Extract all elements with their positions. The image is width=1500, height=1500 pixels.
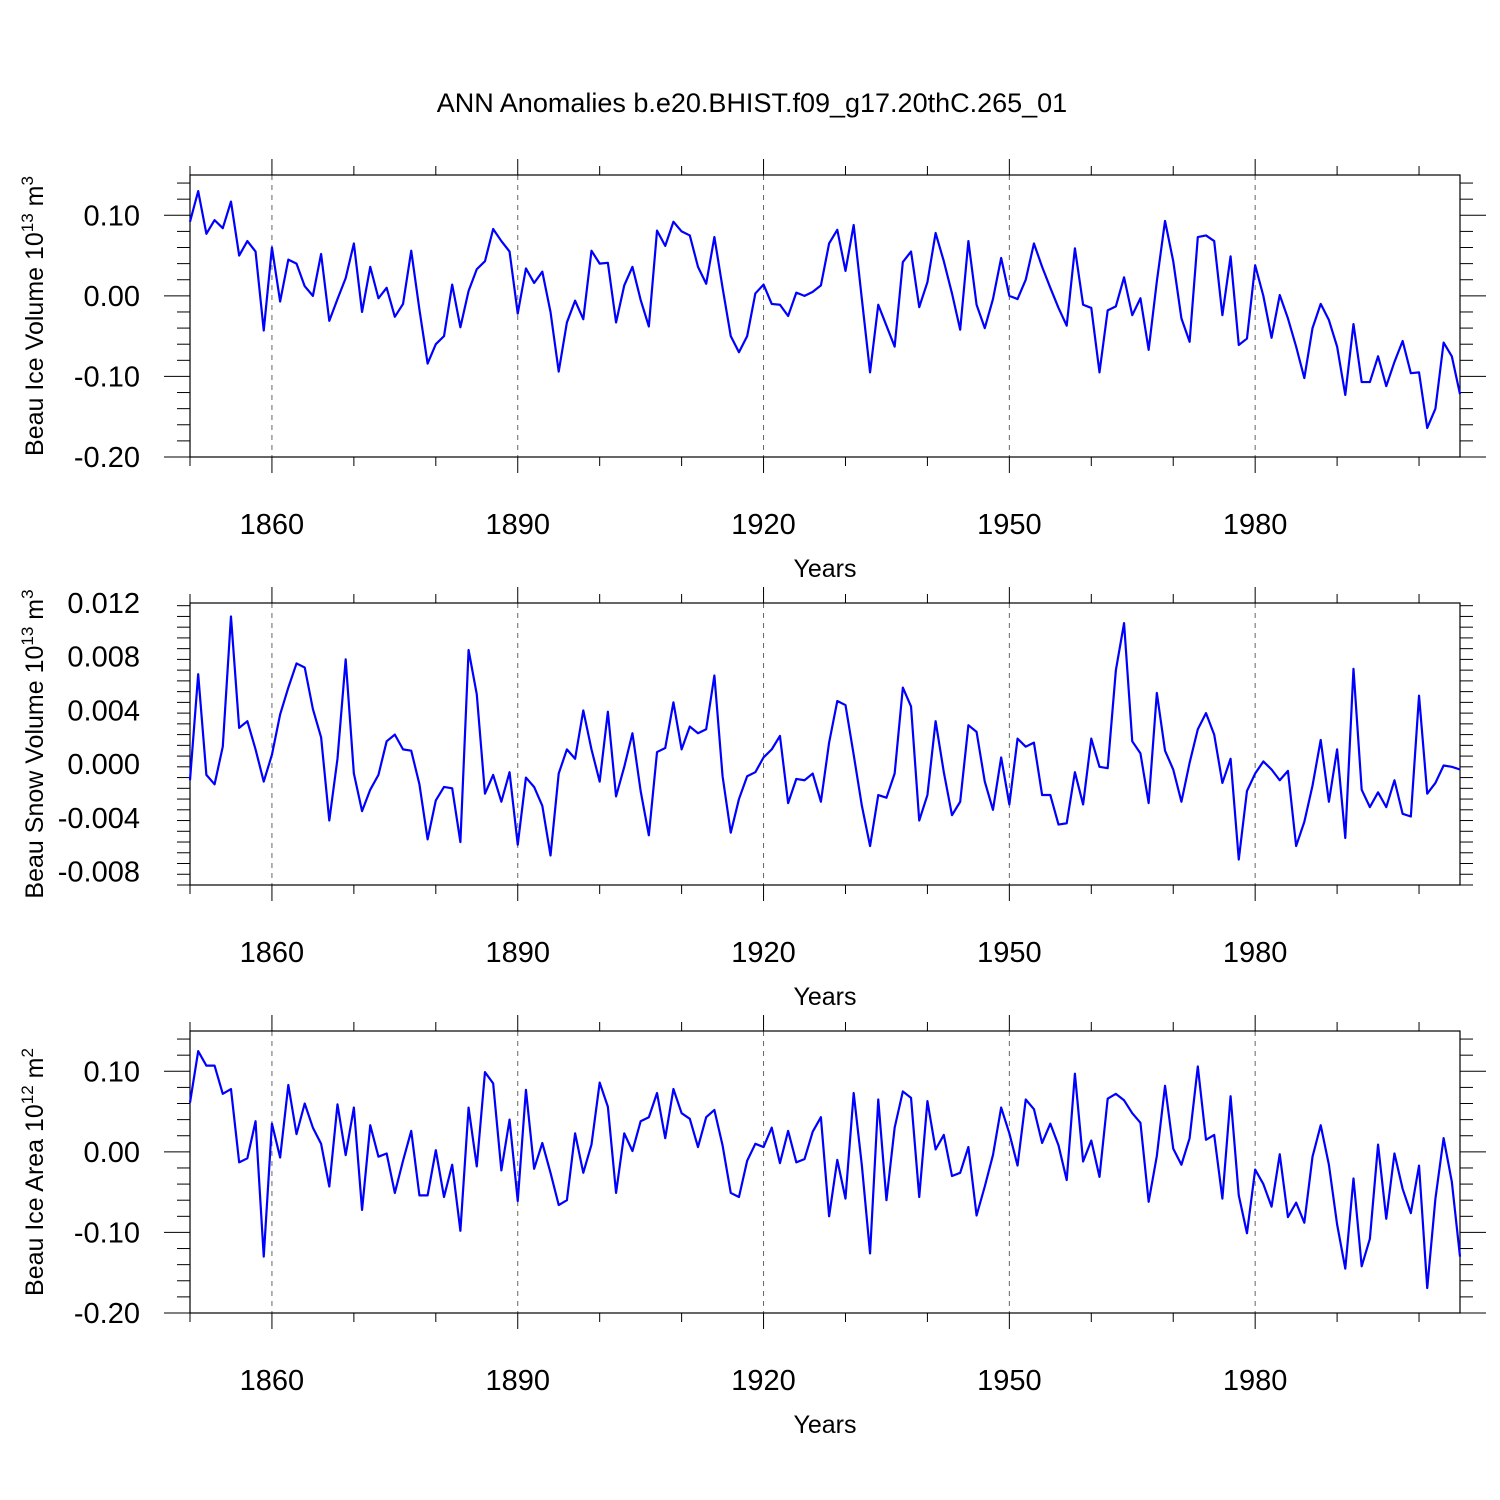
y-tick-label: -0.10	[74, 361, 140, 393]
series-line	[188, 1050, 1462, 1290]
y-axis-label-part: m	[21, 185, 49, 213]
y-axis-label-part: m	[21, 599, 49, 627]
x-tick-label: 1950	[977, 509, 1042, 541]
x-tick-label: 1920	[731, 937, 796, 969]
figure-title: ANN Anomalies b.e20.BHIST.f09_g17.20thC.…	[437, 88, 1067, 118]
y-tick-label: -0.20	[74, 1298, 140, 1330]
series-points	[189, 616, 1461, 860]
x-tick-label: 1890	[485, 1365, 550, 1397]
x-axis-label: Years	[793, 555, 856, 583]
y-tick-label: 0.012	[67, 588, 140, 620]
y-tick-label: 0.10	[84, 1056, 140, 1088]
panels: -0.20 -0.10 0.00 0.10 1860 1890 1920 1950 1980 Ye…	[18, 159, 1486, 1439]
y-tick-label: -0.20	[74, 442, 140, 474]
x-tick-label: 1980	[1223, 1365, 1288, 1397]
x-tick-label: 1920	[731, 509, 796, 541]
y-axis-label-exponent: 2	[18, 1048, 37, 1057]
panel-3: -0.20 -0.10 0.00 0.10 1860 1890 1920 1950 1980 Ye…	[18, 1015, 1486, 1439]
x-tick-label: 1860	[240, 937, 305, 969]
x-tick-label: 1950	[977, 937, 1042, 969]
y-axis-label: Beau Ice Volume 1013 m3	[18, 176, 49, 456]
x-tick-label: 1890	[485, 937, 550, 969]
y-axis-label-part: Beau Snow Volume 10	[21, 646, 49, 899]
x-tick-label: 1980	[1223, 937, 1288, 969]
y-tick-label: 0.00	[84, 1137, 140, 1169]
y-tick-label: 0.10	[84, 200, 140, 232]
x-axis-label: Years	[793, 983, 856, 1011]
y-tick-label: -0.004	[58, 803, 140, 835]
y-tick-label: -0.008	[58, 857, 140, 889]
y-axis-label-exponent: 13	[18, 627, 37, 646]
y-tick-label: 0.004	[67, 695, 140, 727]
y-axis-label: Beau Ice Area 1012 m2	[18, 1048, 49, 1296]
x-tick-label: 1920	[731, 1365, 796, 1397]
series-line	[188, 190, 1462, 430]
series-points	[189, 191, 1461, 429]
y-tick-label: 0.000	[67, 749, 140, 781]
y-axis-label-exponent: 3	[18, 176, 37, 185]
plot-frame	[189, 1030, 1461, 1314]
x-tick-label: 1950	[977, 1365, 1042, 1397]
x-tick-label: 1860	[240, 1365, 305, 1397]
y-tick-label: 0.00	[84, 281, 140, 313]
x-tick-label: 1890	[485, 509, 550, 541]
y-axis-label-exponent: 3	[18, 589, 37, 598]
y-axis-label-part: Beau Ice Area 10	[21, 1104, 49, 1296]
y-tick-label: 0.008	[67, 642, 140, 674]
y-axis-label-exponent: 13	[18, 213, 37, 232]
y-axis-label-exponent: 12	[18, 1085, 37, 1104]
y-axis-label-part: Beau Ice Volume 10	[21, 232, 49, 456]
y-axis-label-part: m	[21, 1057, 49, 1085]
x-axis-label: Years	[793, 1411, 856, 1439]
series-line	[188, 615, 1461, 861]
plot-frame	[189, 174, 1461, 458]
series-points	[189, 1051, 1461, 1289]
x-tick-label: 1980	[1223, 509, 1288, 541]
x-tick-label: 1860	[240, 509, 305, 541]
panel-1: -0.20 -0.10 0.00 0.10 1860 1890 1920 1950 1980 Ye…	[18, 159, 1486, 583]
plot-frame	[189, 602, 1461, 886]
y-tick-label: -0.10	[74, 1217, 140, 1249]
panel-2: -0.008 -0.004 0.000 0.004 0.008 0.012 1860 1890…	[18, 587, 1473, 1011]
y-axis-label: Beau Snow Volume 1013 m3	[18, 589, 49, 898]
